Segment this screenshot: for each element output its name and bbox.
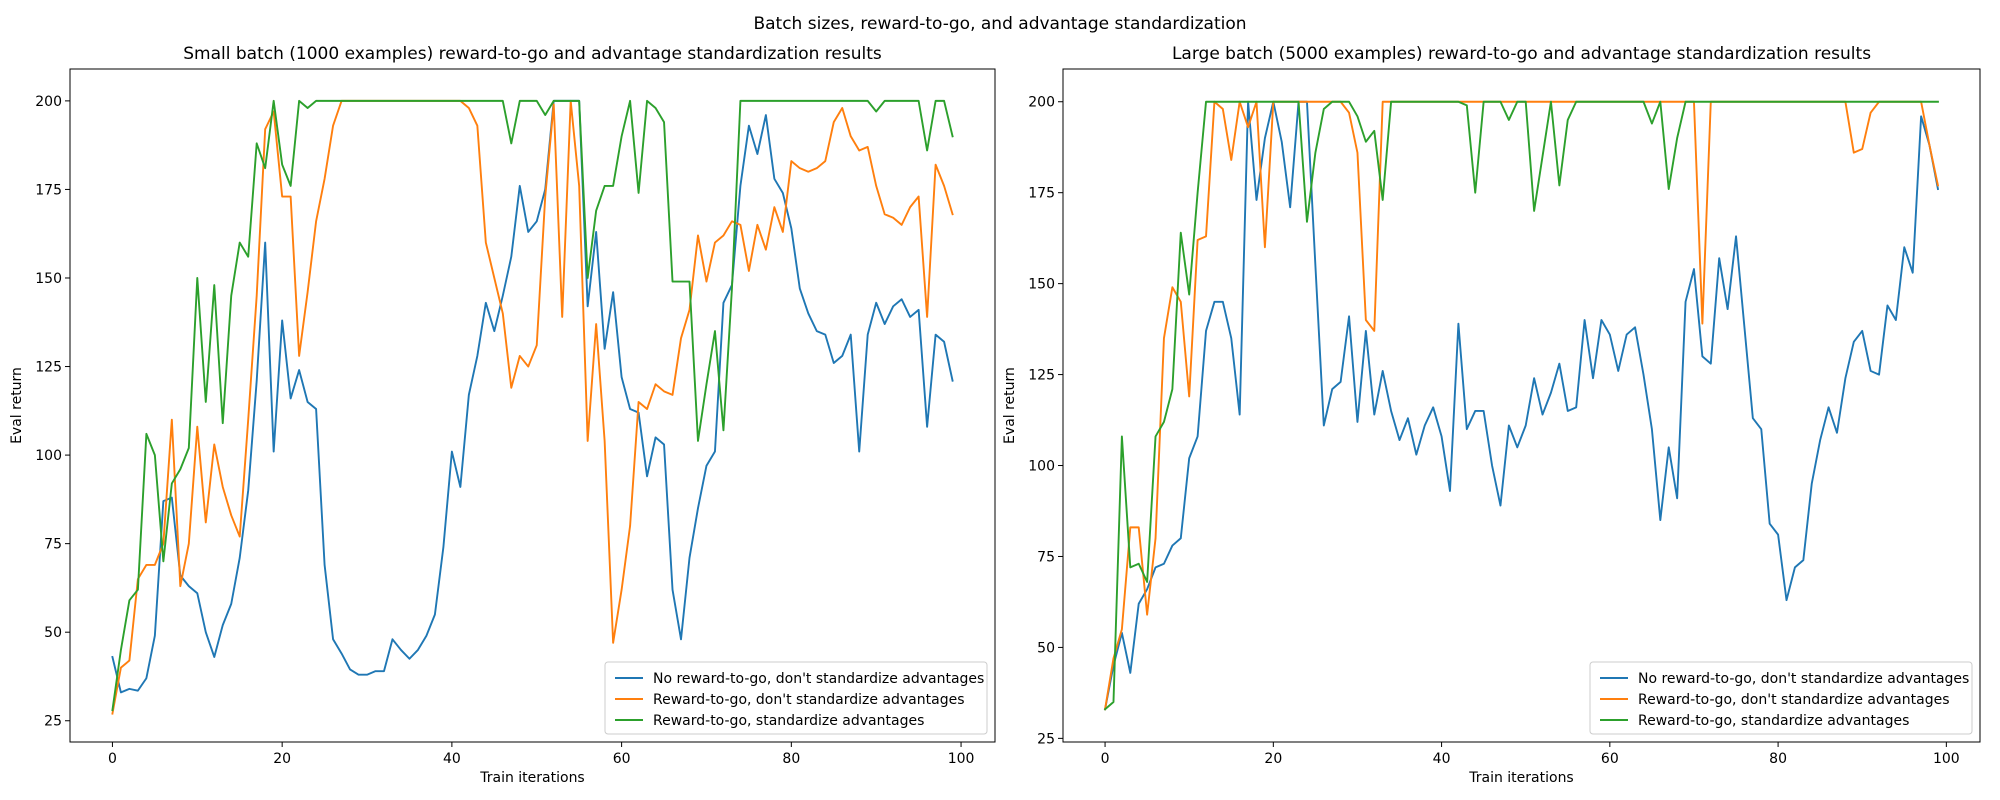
legend-label-1: No reward-to-go, don't standardize advan… xyxy=(653,671,984,687)
x-tick-label: 40 xyxy=(443,751,461,767)
y-tick-label: 75 xyxy=(44,537,62,553)
x-axis-label: Train iterations xyxy=(1468,770,1573,786)
legend-label-3: Reward-to-go, standardize advantages xyxy=(653,713,924,729)
series-line-1 xyxy=(111,99,954,694)
series-line-1 xyxy=(1103,100,1940,711)
x-tick-label: 0 xyxy=(108,751,117,767)
legend-box xyxy=(1589,661,1973,735)
axes-frame xyxy=(1062,68,1981,743)
x-tick-label: 100 xyxy=(948,751,975,767)
y-tick-label: 75 xyxy=(1037,549,1055,565)
y-axis-label: Eval return xyxy=(9,367,25,444)
legend: No reward-to-go, don't standardize advan… xyxy=(1589,661,1973,735)
legend-label-2: Reward-to-go, don't standardize advantag… xyxy=(1638,692,1950,708)
y-tick-label: 200 xyxy=(35,94,62,110)
y-tick-label: 50 xyxy=(1037,640,1055,656)
x-axis-label: Train iterations xyxy=(479,770,584,786)
x-tick-label: 20 xyxy=(273,751,291,767)
x-tick-label: 40 xyxy=(1433,751,1451,767)
chart-title: Large batch (5000 examples) reward-to-go… xyxy=(1172,44,1871,64)
legend-box xyxy=(604,661,988,735)
y-axis-label: Eval return xyxy=(1002,367,1018,444)
legend-label-1: No reward-to-go, don't standardize advan… xyxy=(1638,671,1969,687)
y-tick-label: 175 xyxy=(1028,186,1055,202)
legend-label-3: Reward-to-go, standardize advantages xyxy=(1638,713,1909,729)
y-tick-label: 200 xyxy=(1028,95,1055,111)
series-line-3 xyxy=(1103,100,1939,711)
axes-frame xyxy=(69,68,996,743)
y-tick-label: 175 xyxy=(35,182,62,198)
y-tick-label: 150 xyxy=(35,271,62,287)
y-tick-label: 150 xyxy=(1028,277,1055,293)
y-tick-label: 25 xyxy=(44,714,62,730)
x-tick-label: 100 xyxy=(1933,751,1960,767)
x-tick-label: 60 xyxy=(613,751,631,767)
x-tick-label: 80 xyxy=(1769,751,1787,767)
plot-area xyxy=(1063,69,1980,742)
chart-1: Small batch (1000 examples) reward-to-go… xyxy=(9,44,996,786)
chart-2: Large batch (5000 examples) reward-to-go… xyxy=(1002,44,1981,786)
y-tick-label: 25 xyxy=(1037,731,1055,747)
y-tick-label: 125 xyxy=(1028,368,1055,384)
x-tick-label: 80 xyxy=(782,751,800,767)
x-tick-label: 60 xyxy=(1601,751,1619,767)
chart-panels: Small batch (1000 examples) reward-to-go… xyxy=(9,44,1981,786)
x-tick-label: 20 xyxy=(1264,751,1282,767)
series-line-3 xyxy=(111,99,954,712)
chart-title: Small batch (1000 examples) reward-to-go… xyxy=(183,44,882,64)
x-tick-label: 0 xyxy=(1101,751,1110,767)
figure-suptitle: Batch sizes, reward-to-go, and advantage… xyxy=(753,14,1246,34)
y-tick-label: 50 xyxy=(44,625,62,641)
series-line-2 xyxy=(111,99,954,715)
y-tick-label: 100 xyxy=(1028,459,1055,475)
y-tick-label: 125 xyxy=(35,360,62,376)
legend: No reward-to-go, don't standardize advan… xyxy=(604,661,988,735)
legend-label-2: Reward-to-go, don't standardize advantag… xyxy=(653,692,965,708)
y-tick-label: 100 xyxy=(35,448,62,464)
